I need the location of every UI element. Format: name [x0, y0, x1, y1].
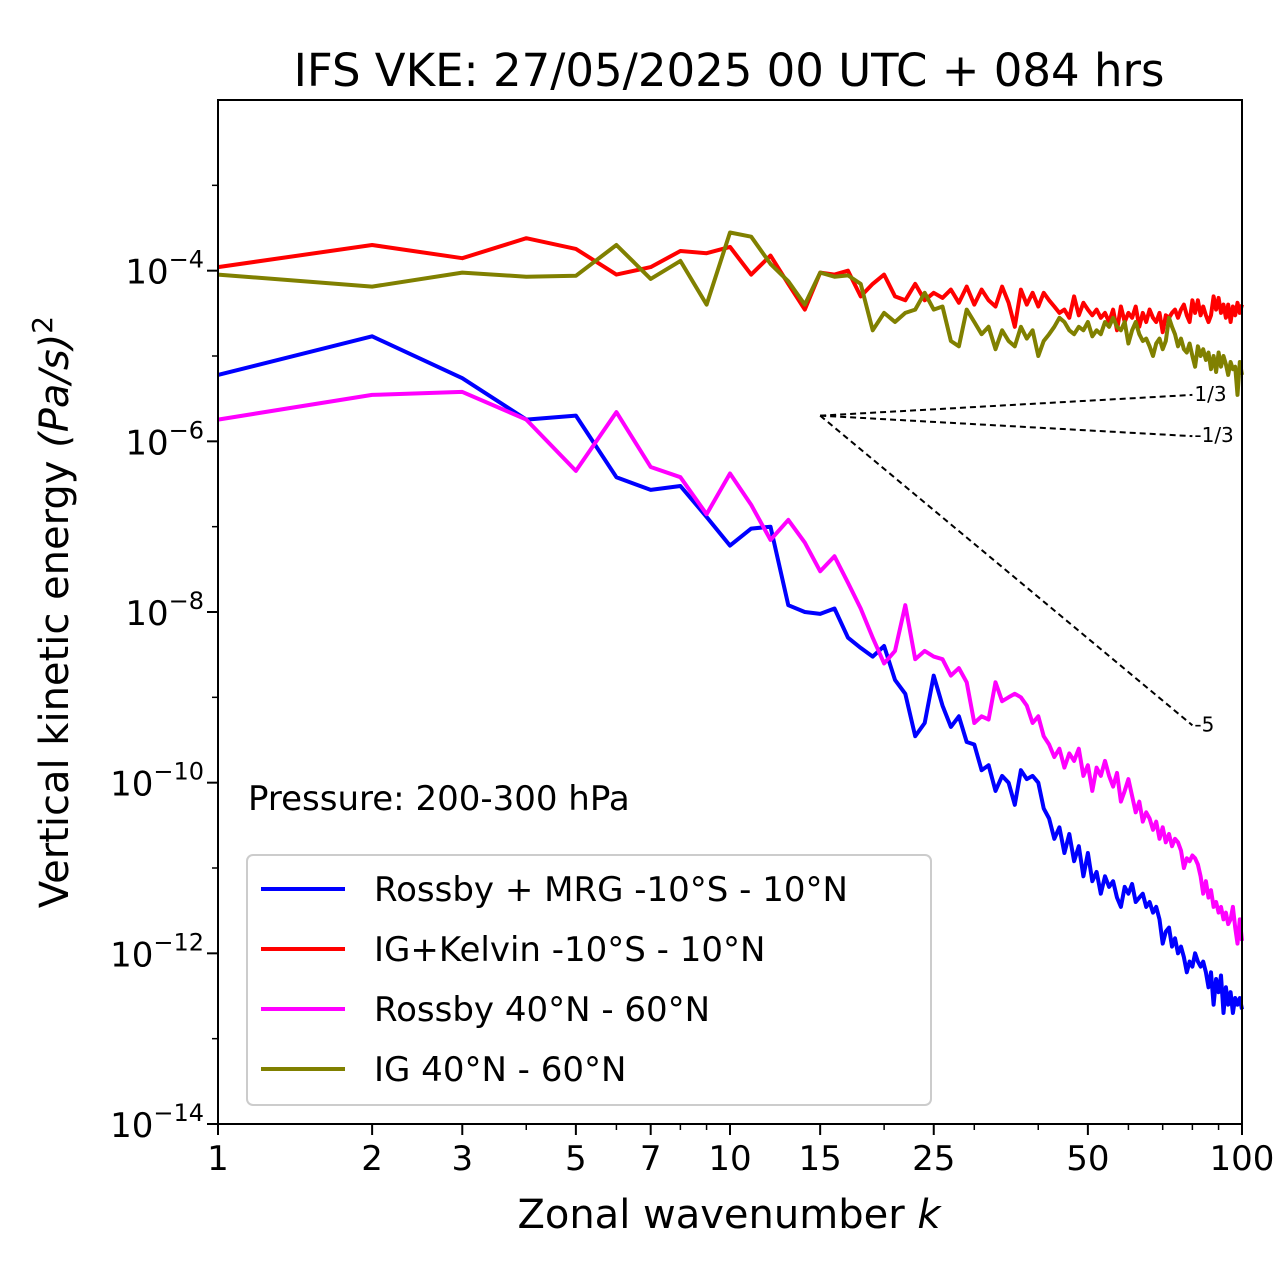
x-tick-label: 7	[640, 1139, 662, 1179]
legend-label-3: Rossby 40°N - 60°N	[374, 990, 710, 1030]
y-tick-label: 10−14	[110, 1099, 204, 1146]
series-lines	[217, 230, 1244, 1015]
x-tick-label: 3	[451, 1139, 473, 1179]
y-axis-label-unit: (Pa/s)	[32, 334, 78, 448]
x-tick-label: 5	[565, 1139, 587, 1179]
chart-title: IFS VKE: 27/05/2025 00 UTC + 084 hrs	[294, 44, 1165, 97]
x-tick-label: 10	[708, 1139, 751, 1179]
series-line-3	[217, 389, 1244, 946]
x-tick-label: 25	[912, 1139, 955, 1179]
y-tick-label: 10−8	[125, 587, 204, 634]
x-tick-label: 100	[1210, 1139, 1275, 1179]
y-axis-label-text: Vertical kinetic energy	[32, 461, 78, 909]
legend-box	[246, 854, 932, 1106]
x-axis-label: Zonal wavenumber k	[517, 1192, 942, 1238]
reference-slope-label-1: 1/3	[1194, 382, 1226, 406]
y-axis-label: Vertical kinetic energy (Pa/s)2	[26, 316, 78, 908]
reference-slopes: 1/3 -1/3 -5	[819, 382, 1234, 736]
y-tick-label: 10−4	[125, 246, 204, 293]
series-line-4	[217, 230, 1244, 397]
x-axis-label-var: k	[917, 1192, 942, 1238]
reference-slope-label-3: -5	[1194, 712, 1214, 736]
x-tick-label: 15	[799, 1139, 842, 1179]
series-line-2	[217, 236, 1244, 335]
reference-slope-line-1	[820, 393, 1193, 417]
x-tick-label: 2	[361, 1139, 383, 1179]
y-tick-label: 10−12	[110, 928, 204, 975]
x-tick-label: 50	[1066, 1139, 1109, 1179]
reference-slope-line-3	[819, 414, 1194, 727]
legend-label-2: IG+Kelvin -10°S - 10°N	[374, 930, 765, 970]
y-tick-label: 10−6	[125, 416, 204, 463]
y-axis-ticks: 10−14 10−12 10−10 10−8 10−6 10−4	[110, 184, 218, 1146]
x-tick-label: 1	[207, 1139, 229, 1179]
reference-slope-line-2	[820, 414, 1193, 438]
legend-label-4: IG 40°N - 60°N	[374, 1050, 626, 1090]
reference-slope-label-2: -1/3	[1194, 423, 1233, 447]
y-axis-label-exp: 2	[26, 316, 59, 334]
x-axis-ticks: 1 2 3 5 7 10 15 25 50 100	[207, 1124, 1274, 1179]
series-line-1	[217, 334, 1244, 1015]
legend-label-1: Rossby + MRG -10°S - 10°N	[374, 870, 848, 910]
legend: Rossby + MRG -10°S - 10°N IG+Kelvin -10°S…	[246, 854, 932, 1106]
legend-entries: Rossby + MRG -10°S - 10°N IG+Kelvin -10°S…	[261, 870, 848, 1090]
pressure-annotation: Pressure: 200-300 hPa	[248, 779, 630, 819]
x-axis-label-text: Zonal wavenumber	[517, 1192, 905, 1238]
y-tick-label: 10−10	[110, 758, 204, 805]
